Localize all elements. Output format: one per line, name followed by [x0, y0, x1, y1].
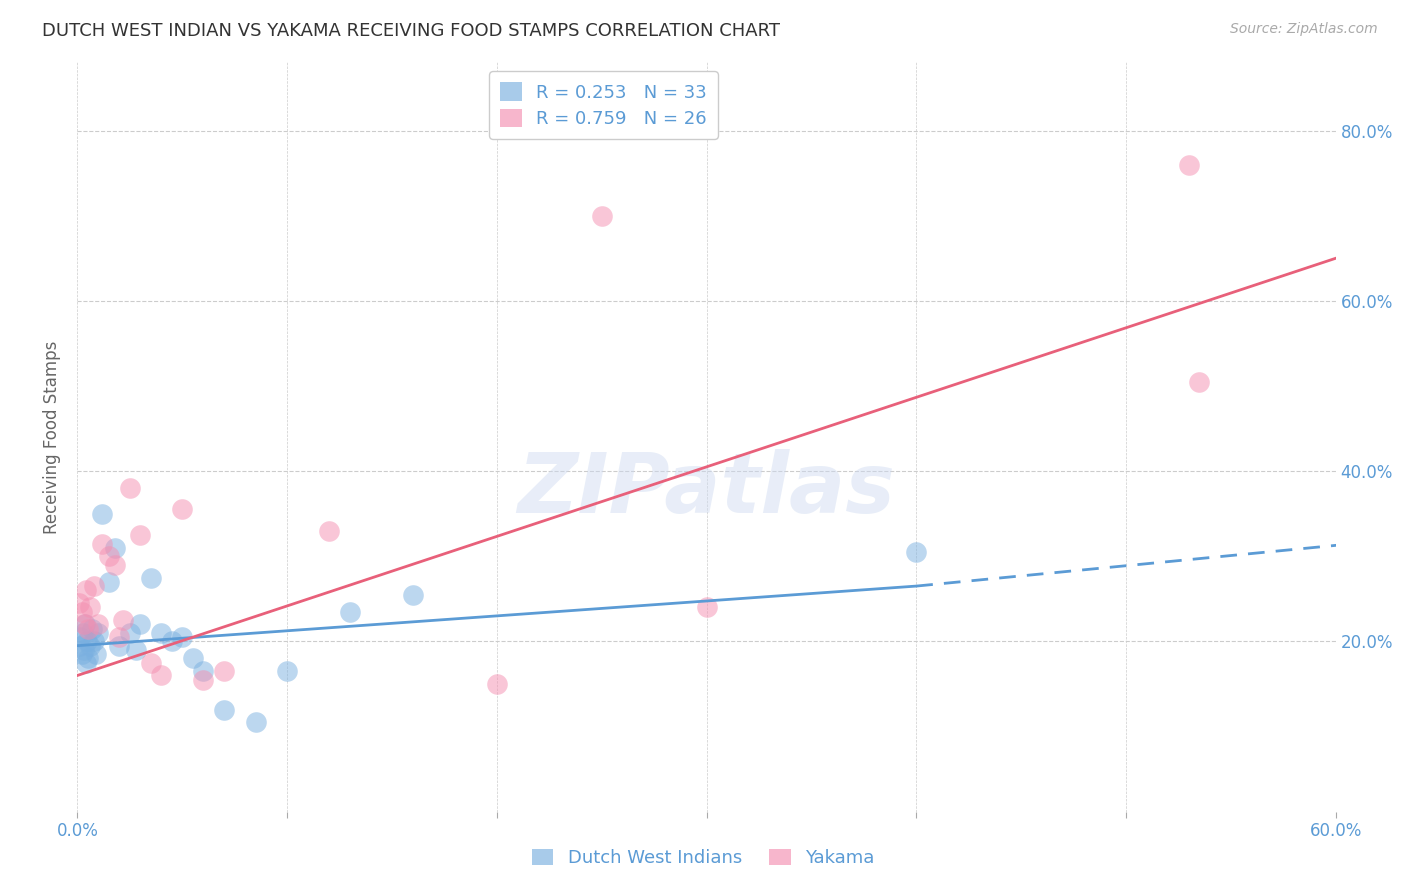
- Point: [118, 626, 141, 640]
- Point: [905, 545, 928, 559]
- Point: [591, 209, 613, 223]
- Point: [76, 622, 98, 636]
- Point: [485, 677, 508, 691]
- Point: [104, 541, 127, 555]
- Text: Source: ZipAtlas.com: Source: ZipAtlas.com: [1230, 22, 1378, 37]
- Point: [76, 634, 98, 648]
- Point: [91, 507, 114, 521]
- Point: [150, 626, 173, 640]
- Point: [191, 673, 215, 687]
- Point: [139, 656, 162, 670]
- Text: DUTCH WEST INDIAN VS YAKAMA RECEIVING FOOD STAMPS CORRELATION CHART: DUTCH WEST INDIAN VS YAKAMA RECEIVING FO…: [42, 22, 780, 40]
- Point: [70, 605, 93, 619]
- Point: [139, 571, 162, 585]
- Point: [69, 630, 91, 644]
- Point: [212, 702, 235, 716]
- Point: [160, 634, 183, 648]
- Point: [108, 639, 131, 653]
- Point: [150, 668, 173, 682]
- Point: [91, 536, 114, 550]
- Point: [84, 647, 107, 661]
- Point: [70, 647, 93, 661]
- Point: [104, 558, 127, 572]
- Point: [97, 574, 120, 589]
- Y-axis label: Receiving Food Stamps: Receiving Food Stamps: [44, 341, 62, 533]
- Point: [73, 617, 96, 632]
- Point: [79, 600, 101, 615]
- Point: [129, 528, 152, 542]
- Point: [83, 579, 105, 593]
- Point: [696, 600, 718, 615]
- Point: [276, 664, 298, 679]
- Point: [75, 656, 97, 670]
- Point: [172, 630, 194, 644]
- Point: [87, 626, 110, 640]
- Text: ZIPatlas: ZIPatlas: [517, 449, 896, 530]
- Point: [125, 643, 148, 657]
- Point: [79, 639, 101, 653]
- Point: [76, 651, 98, 665]
- Point: [72, 617, 94, 632]
- Point: [87, 617, 110, 632]
- Point: [129, 617, 152, 632]
- Point: [67, 639, 90, 653]
- Point: [72, 626, 94, 640]
- Point: [245, 715, 267, 730]
- Point: [97, 549, 120, 564]
- Point: [402, 588, 425, 602]
- Point: [83, 634, 105, 648]
- Legend: Dutch West Indians, Yakama: Dutch West Indians, Yakama: [524, 841, 882, 874]
- Point: [181, 651, 204, 665]
- Point: [1178, 158, 1201, 172]
- Point: [212, 664, 235, 679]
- Point: [67, 596, 90, 610]
- Point: [108, 630, 131, 644]
- Point: [191, 664, 215, 679]
- Point: [172, 502, 194, 516]
- Point: [112, 613, 135, 627]
- Point: [318, 524, 340, 538]
- Point: [80, 622, 103, 636]
- Legend: R = 0.253   N = 33, R = 0.759   N = 26: R = 0.253 N = 33, R = 0.759 N = 26: [489, 71, 717, 139]
- Point: [72, 643, 94, 657]
- Point: [75, 583, 97, 598]
- Point: [1188, 375, 1211, 389]
- Point: [118, 481, 141, 495]
- Point: [339, 605, 361, 619]
